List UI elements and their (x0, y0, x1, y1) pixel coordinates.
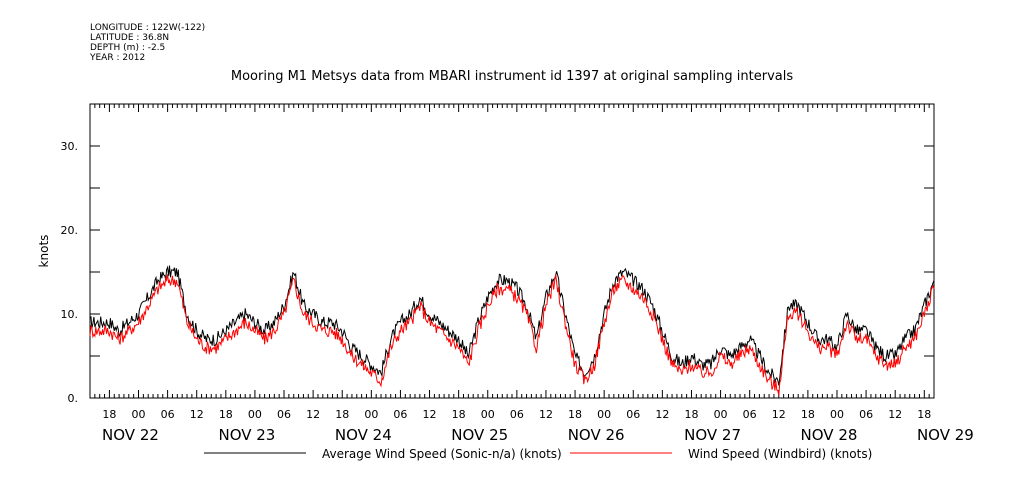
x-tick-label: 00 (597, 408, 611, 421)
x-tick-label: 18 (801, 408, 815, 421)
y-tick-label: 20. (61, 224, 79, 237)
x-tick-label: 12 (190, 408, 204, 421)
x-tick-label: 18 (102, 408, 116, 421)
series-line-windbird (89, 274, 935, 396)
x-tick-label: 06 (510, 408, 524, 421)
x-tick-label: 06 (161, 408, 175, 421)
y-axis-label: knots (37, 235, 51, 268)
x-tick-label: 00 (364, 408, 378, 421)
x-tick-label: 12 (888, 408, 902, 421)
x-date-label: NOV 26 (568, 426, 625, 444)
x-tick-label: 06 (393, 408, 407, 421)
x-tick-label: 18 (568, 408, 582, 421)
x-tick-label: 00 (714, 408, 728, 421)
x-tick-label: 06 (626, 408, 640, 421)
ticks-layer (90, 103, 934, 398)
x-date-label: NOV 28 (801, 426, 858, 444)
x-tick-label: 12 (655, 408, 669, 421)
x-date-label: NOV 24 (335, 426, 392, 444)
x-tick-label: 18 (917, 408, 931, 421)
x-tick-label: 00 (132, 408, 146, 421)
x-tick-label: 12 (772, 408, 786, 421)
labels-layer: 18 00 06 12 18 00 06 12 18 00 06 12 18 00 06 12 18 00 06 12… (61, 140, 974, 444)
x-date-label: NOV 25 (451, 426, 508, 444)
x-tick-label: 18 (452, 408, 466, 421)
meta-longitude: LONGITUDE : 122W(-122) (90, 23, 205, 33)
x-tick-label: 12 (306, 408, 320, 421)
y-tick-label: 10. (61, 308, 79, 321)
y-axis-ticks (90, 103, 934, 357)
x-tick-label: 12 (423, 408, 437, 421)
meta-year: YEAR : 2012 (89, 53, 145, 63)
y-tick-label: 0. (68, 392, 79, 405)
meta-depth: DEPTH (m) : -2.5 (90, 43, 165, 53)
x-date-label: NOV 23 (218, 426, 275, 444)
x-tick-label: 06 (277, 408, 291, 421)
x-tick-label: 00 (248, 408, 262, 421)
legend-label-sonic: Average Wind Speed (Sonic-n/a) (knots) (322, 447, 562, 461)
x-axis-ticks (94, 104, 930, 398)
x-tick-label: 00 (830, 408, 844, 421)
x-tick-label: 12 (539, 408, 553, 421)
x-tick-label: 06 (859, 408, 873, 421)
y-tick-label: 30. (61, 140, 79, 153)
series-line-sonic (89, 265, 935, 386)
x-tick-label: 06 (743, 408, 757, 421)
x-tick-label: 18 (219, 408, 233, 421)
plot-frame (89, 103, 935, 399)
chart-title: Mooring M1 Metsys data from MBARI instru… (231, 69, 793, 84)
x-date-label: NOV 27 (684, 426, 741, 444)
legend: Average Wind Speed (Sonic-n/a) (knots) W… (204, 447, 872, 461)
x-date-label: NOV 22 (102, 426, 159, 444)
x-date-label: NOV 29 (917, 426, 974, 444)
meta-latitude: LATITUDE : 36.8N (90, 33, 169, 43)
legend-label-windbird: Wind Speed (Windbird) (knots) (688, 447, 872, 461)
series-layer (89, 265, 935, 396)
x-tick-label: 18 (335, 408, 349, 421)
x-tick-label: 18 (684, 408, 698, 421)
x-tick-label: 00 (481, 408, 495, 421)
